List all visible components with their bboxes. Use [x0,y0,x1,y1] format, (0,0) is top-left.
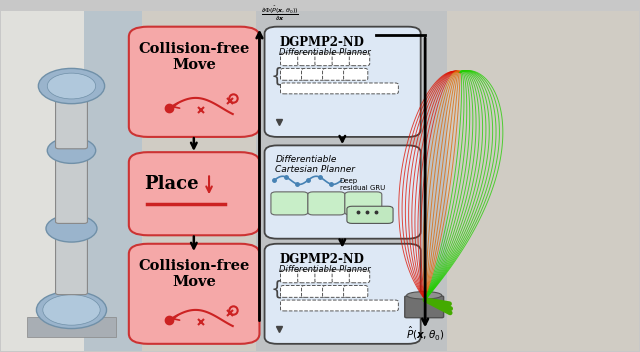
Text: Place: Place [145,175,199,193]
Text: $\frac{\partial\Phi(\hat{P}(\boldsymbol{x},\theta_0))}{\partial \boldsymbol{x}}$: $\frac{\partial\Phi(\hat{P}(\boldsymbol{… [261,4,300,23]
Bar [141,11,639,351]
FancyBboxPatch shape [347,206,393,224]
FancyBboxPatch shape [315,270,335,283]
FancyBboxPatch shape [315,53,335,66]
FancyBboxPatch shape [264,27,420,137]
FancyBboxPatch shape [280,83,398,94]
Circle shape [43,295,100,325]
FancyBboxPatch shape [301,285,326,297]
FancyBboxPatch shape [301,68,326,80]
Bar [1,11,84,351]
FancyBboxPatch shape [345,192,382,215]
FancyBboxPatch shape [308,192,345,215]
FancyBboxPatch shape [323,68,347,80]
FancyBboxPatch shape [280,53,301,66]
FancyBboxPatch shape [349,270,370,283]
FancyBboxPatch shape [280,68,305,80]
FancyBboxPatch shape [298,270,318,283]
FancyBboxPatch shape [323,285,347,297]
Text: DGPMP2-ND: DGPMP2-ND [279,253,364,266]
Bar [256,11,447,351]
Circle shape [38,68,104,104]
Text: $\hat{P}(\boldsymbol{x}, \theta_0)$: $\hat{P}(\boldsymbol{x}, \theta_0)$ [406,324,445,342]
Circle shape [47,138,96,163]
FancyBboxPatch shape [56,230,88,295]
Text: Collision-free
Move: Collision-free Move [138,42,250,72]
Text: Differentiable
Cartesian Planner: Differentiable Cartesian Planner [275,155,355,174]
Text: Collision-free
Move: Collision-free Move [138,259,250,289]
Text: Differentiable Planner: Differentiable Planner [279,48,371,57]
FancyBboxPatch shape [264,145,420,239]
FancyBboxPatch shape [280,285,305,297]
FancyBboxPatch shape [344,68,368,80]
FancyBboxPatch shape [264,244,420,344]
FancyBboxPatch shape [280,270,301,283]
FancyBboxPatch shape [298,53,318,66]
Circle shape [36,291,106,328]
Text: Deep
residual GRU: Deep residual GRU [340,178,385,191]
FancyBboxPatch shape [129,27,259,137]
FancyBboxPatch shape [280,300,398,311]
FancyBboxPatch shape [129,244,259,344]
FancyBboxPatch shape [332,53,353,66]
Text: {: { [271,279,284,298]
FancyBboxPatch shape [349,53,370,66]
Text: DGPMP2-ND: DGPMP2-ND [279,36,364,49]
FancyBboxPatch shape [271,192,308,215]
Text: Differentiable Planner: Differentiable Planner [279,265,371,274]
FancyBboxPatch shape [56,91,88,149]
Circle shape [47,73,96,99]
Text: {: { [271,67,284,86]
Bar [1,11,141,351]
FancyBboxPatch shape [404,296,444,318]
Bar [84,11,141,351]
FancyBboxPatch shape [344,285,368,297]
Ellipse shape [406,291,442,299]
FancyBboxPatch shape [56,152,88,224]
FancyBboxPatch shape [129,152,259,235]
Circle shape [46,215,97,242]
Bar [27,317,116,337]
FancyBboxPatch shape [332,270,353,283]
